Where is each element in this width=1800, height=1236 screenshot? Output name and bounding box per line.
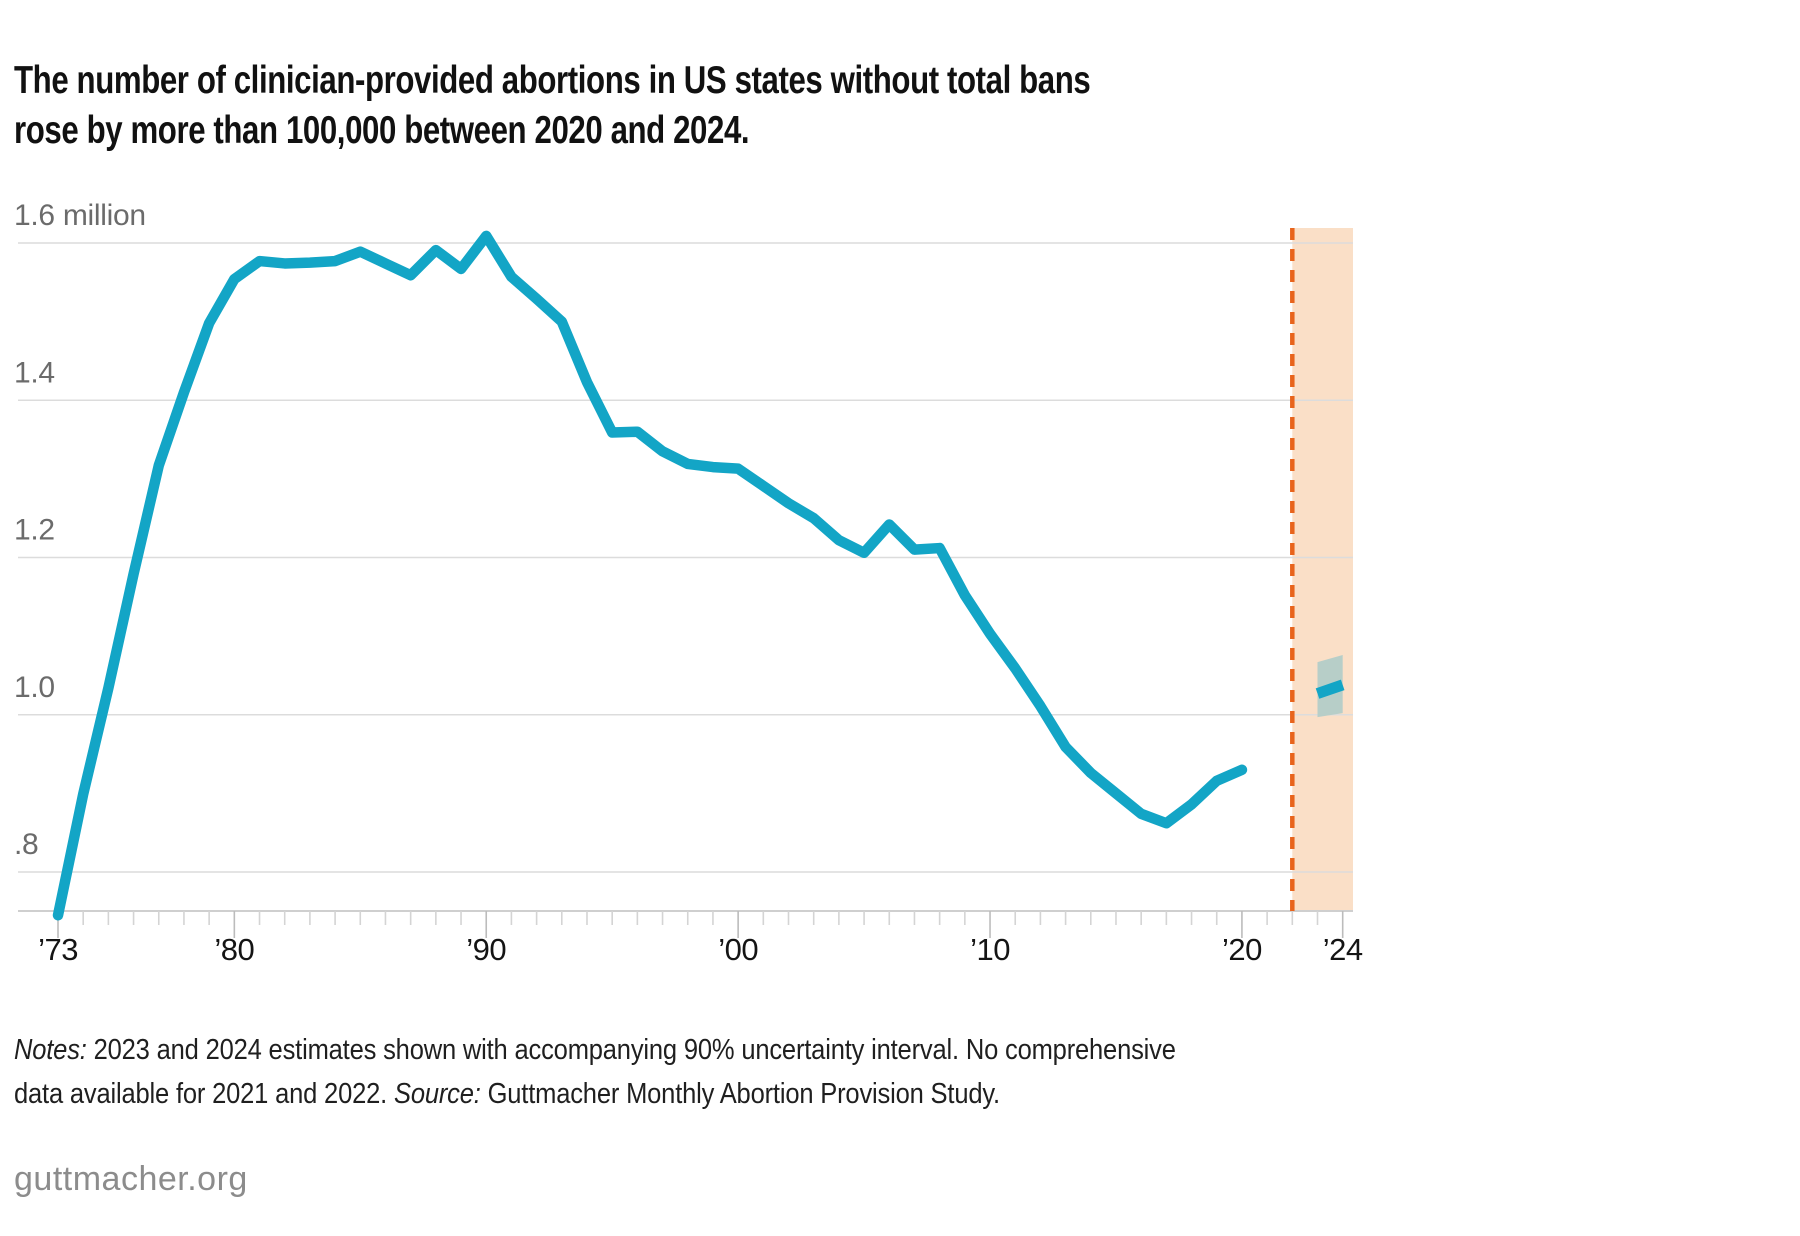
site-footer: guttmacher.org <box>14 1160 248 1198</box>
x-axis-label: ’10 <box>970 932 1010 967</box>
title-line-2: rose by more than 100,000 between 2020 a… <box>14 109 750 152</box>
x-axis-label: ’20 <box>1222 932 1262 967</box>
y-axis-label: 1.6 million <box>14 199 146 232</box>
x-axis-label: ’73 <box>38 932 78 967</box>
page-title: The number of clinician-provided abortio… <box>14 56 1091 156</box>
y-axis-label: 1.4 <box>14 356 55 389</box>
notes-label: Notes: <box>14 1034 87 1066</box>
x-axis-label: ’00 <box>718 932 758 967</box>
notes-text: 2023 and 2024 estimates shown with accom… <box>86 1034 1176 1066</box>
notes-label: Source: <box>393 1078 481 1110</box>
y-axis-label: .8 <box>14 828 38 861</box>
estimate-segment <box>1315 679 1345 699</box>
title-line-1: The number of clinician-provided abortio… <box>14 59 1091 102</box>
x-axis-label: ’90 <box>466 932 506 967</box>
x-axis-label: ’24 <box>1323 932 1363 967</box>
chart-notes: Notes: 2023 and 2024 estimates shown wit… <box>14 1028 1176 1116</box>
notes-line-2: data available for 2021 and 2022. Source… <box>14 1072 1176 1116</box>
notes-text: data available for 2021 and 2022. <box>14 1078 394 1110</box>
y-axis-label: 1.2 <box>14 514 55 547</box>
abortion-trend-line <box>52 230 1248 921</box>
projection-region <box>1292 228 1353 911</box>
notes-line-1: Notes: 2023 and 2024 estimates shown wit… <box>14 1028 1176 1072</box>
y-axis-label: 1.0 <box>14 671 55 704</box>
notes-text: Guttmacher Monthly Abortion Provision St… <box>480 1078 1001 1110</box>
x-axis-label: ’80 <box>214 932 254 967</box>
